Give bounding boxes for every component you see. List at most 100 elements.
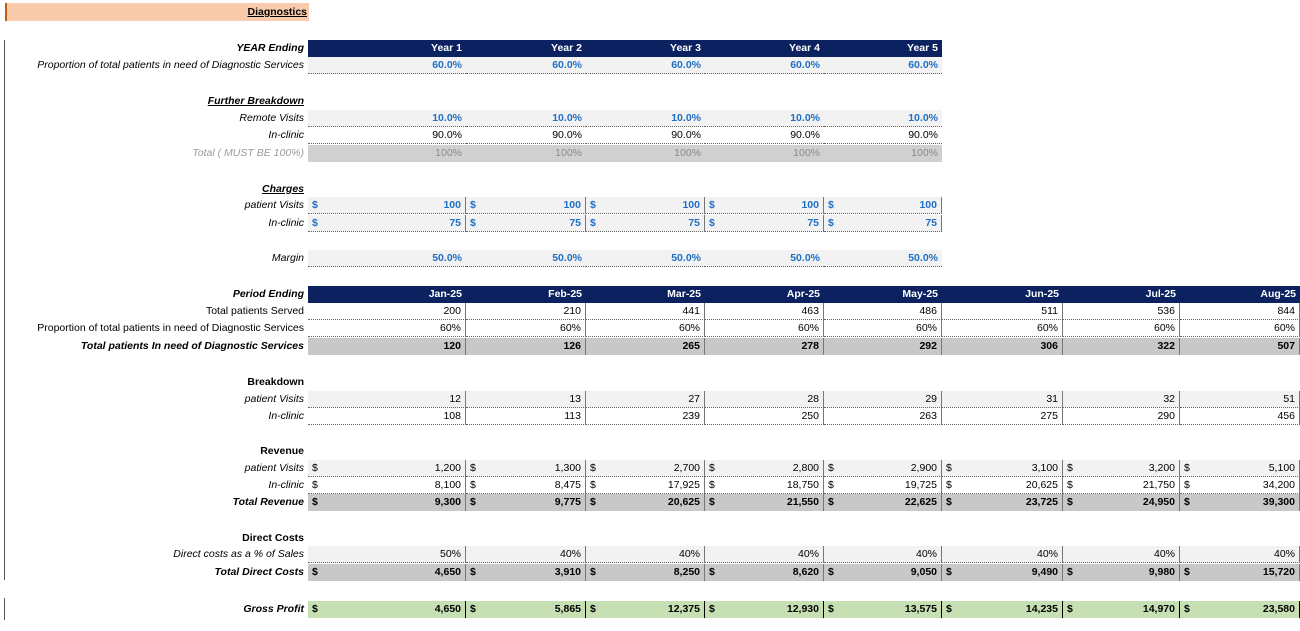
cell-value: 34,200 (1262, 479, 1295, 491)
bd-patient-6: 31 (942, 391, 1063, 408)
cell-value: 4,650 (434, 566, 461, 578)
currency-symbol: $ (828, 566, 834, 578)
cell-value: 100% (793, 147, 820, 159)
cell-value: 4,650 (434, 603, 461, 615)
patients-served-label: Total patients Served (205, 305, 304, 317)
dc-pct-label: Direct costs as a % of Sales (173, 548, 304, 560)
cell-value: 3,100 (1031, 462, 1058, 474)
rev-inclinic-6: $20,625 (942, 477, 1063, 494)
proportion-input-2[interactable]: 60.0% (466, 57, 586, 74)
proportion-input-1[interactable]: 60.0% (308, 57, 466, 74)
cell-value: 39,300 (1262, 496, 1295, 508)
need-3: 265 (586, 338, 705, 355)
served-6: 511 (942, 303, 1063, 320)
cell-value: 20,625 (667, 496, 700, 508)
margin-row-bg (308, 250, 942, 267)
cell-value: 1,300 (554, 462, 581, 474)
currency-symbol: $ (470, 462, 476, 474)
cell-value: 28 (807, 393, 819, 405)
gross-profit-3: $12,375 (586, 601, 705, 618)
charges-patient-input-3[interactable]: $100 (586, 197, 705, 214)
cell-value: 75 (807, 217, 819, 229)
month-header-4: Apr-25 (705, 286, 824, 303)
dc-total-5: $9,050 (824, 564, 942, 581)
cell-value: Jun-25 (1025, 288, 1059, 300)
charges-patient-input-1[interactable]: $100 (308, 197, 466, 214)
margin-input-4[interactable]: 50.0% (705, 250, 824, 267)
bd-inclinic-8: 456 (1180, 408, 1300, 425)
charges-patient-input-4[interactable]: $100 (705, 197, 824, 214)
charges-patient-input-2[interactable]: $100 (466, 197, 586, 214)
charges-inclinic-input-5[interactable]: $75 (824, 215, 942, 232)
charges-patient-bg (308, 197, 942, 214)
charges-inclinic-input-2[interactable]: $75 (466, 215, 586, 232)
remote-input-4[interactable]: 10.0% (705, 110, 824, 127)
total-pct-2: 100% (466, 145, 586, 162)
served-8: 844 (1180, 303, 1300, 320)
currency-symbol: $ (1067, 603, 1073, 615)
margin-input-5[interactable]: 50.0% (824, 250, 942, 267)
dc-pct-5: 40% (824, 546, 942, 563)
cell-value: 14,235 (1025, 603, 1058, 615)
bd-inclinic-4: 250 (705, 408, 824, 425)
cell-value: 100 (682, 199, 700, 211)
total-pct-5: 100% (824, 145, 942, 162)
cell-value: 60% (915, 322, 937, 334)
cell-value: 60% (559, 322, 581, 334)
rev-inclinic-5: $19,725 (824, 477, 942, 494)
remote-input-2[interactable]: 10.0% (466, 110, 586, 127)
month-header-8: Aug-25 (1180, 286, 1300, 303)
cell-value: 60% (797, 322, 819, 334)
cell-value: 10.0% (671, 112, 701, 124)
cell-value: 536 (1157, 305, 1175, 317)
rev-patient-label: patient Visits (244, 462, 304, 474)
currency-symbol: $ (470, 479, 476, 491)
gross-profit-5: $13,575 (824, 601, 942, 618)
margin-input-2[interactable]: 50.0% (466, 250, 586, 267)
cell-value: 100 (919, 199, 937, 211)
cell-value: Aug-25 (1260, 288, 1296, 300)
currency-symbol: $ (312, 199, 318, 211)
gross-profit-bg (308, 601, 1300, 618)
remote-input-1[interactable]: 10.0% (308, 110, 466, 127)
cell-value: 1,200 (434, 462, 461, 474)
charges-inclinic-input-4[interactable]: $75 (705, 215, 824, 232)
served-3: 441 (586, 303, 705, 320)
cell-value: 90.0% (790, 129, 820, 141)
total-pct-3: 100% (586, 145, 705, 162)
proportion-input-4[interactable]: 60.0% (705, 57, 824, 74)
margin-input-3[interactable]: 50.0% (586, 250, 705, 267)
proportion-input-3[interactable]: 60.0% (586, 57, 705, 74)
cell-value: 486 (919, 305, 937, 317)
cell-value: 90.0% (552, 129, 582, 141)
cell-value: Year 4 (789, 42, 820, 54)
cell-value: 23,580 (1262, 603, 1295, 615)
currency-symbol: $ (709, 479, 715, 491)
cell-value: 24,950 (1142, 496, 1175, 508)
month-header-1: Jan-25 (308, 286, 466, 303)
currency-symbol: $ (312, 496, 318, 508)
dc-pct-bg (308, 546, 1300, 563)
cell-value: Mar-25 (667, 288, 701, 300)
remote-input-5[interactable]: 10.0% (824, 110, 942, 127)
year-header-3: Year 3 (586, 40, 705, 57)
cell-value: 463 (801, 305, 819, 317)
proportion-input-5[interactable]: 60.0% (824, 57, 942, 74)
dc-pct-4: 40% (705, 546, 824, 563)
rev-patient-3: $2,700 (586, 460, 705, 477)
rev-inclinic-7: $21,750 (1063, 477, 1180, 494)
rev-patient-bg (308, 460, 1300, 477)
charges-inclinic-input-1[interactable]: $75 (308, 215, 466, 232)
charges-patient-input-5[interactable]: $100 (824, 197, 942, 214)
remote-input-3[interactable]: 10.0% (586, 110, 705, 127)
page-title: Diagnostics (247, 6, 307, 18)
margin-input-1[interactable]: 50.0% (308, 250, 466, 267)
rev-patient-6: $3,100 (942, 460, 1063, 477)
cell-value: Apr-25 (786, 288, 820, 300)
charges-inclinic-input-3[interactable]: $75 (586, 215, 705, 232)
title-bar (5, 3, 309, 21)
bd-patient-label: patient Visits (244, 393, 304, 405)
need-5: 292 (824, 338, 942, 355)
need-8: 507 (1180, 338, 1300, 355)
rev-patient-1: $1,200 (308, 460, 466, 477)
